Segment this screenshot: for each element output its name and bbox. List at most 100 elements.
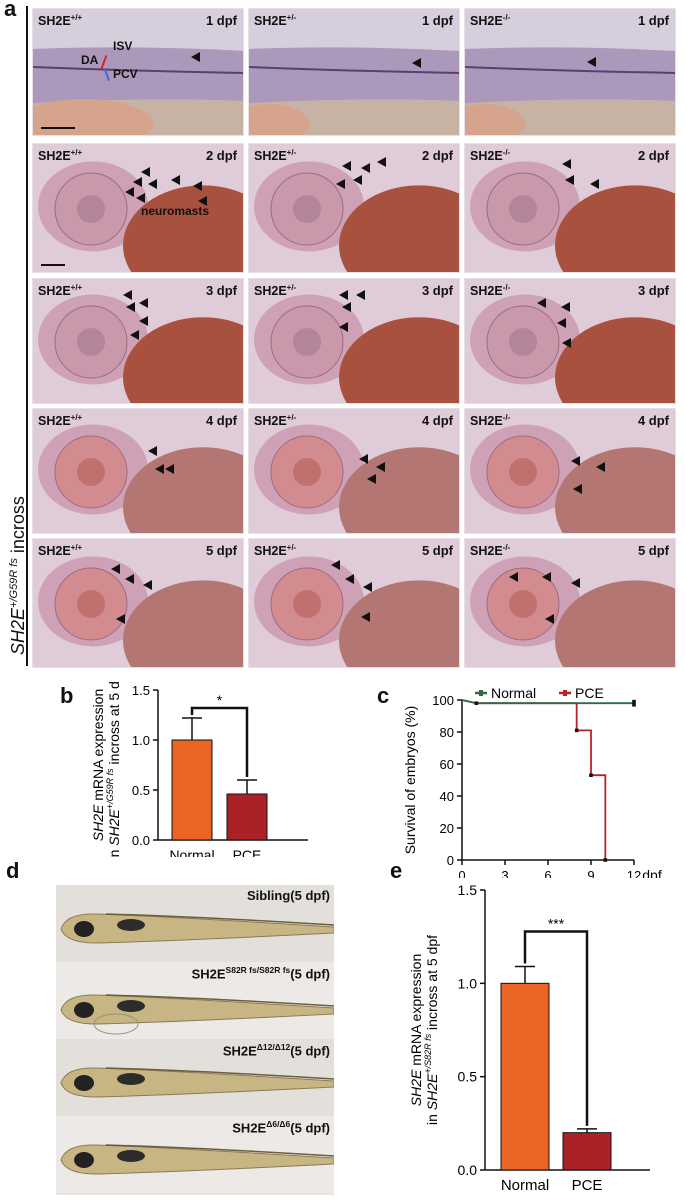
y-tick-label: 0.0 (132, 833, 150, 848)
arrowhead-icon (111, 564, 120, 574)
y-axis-label-line1: SH2E mRNA expression (408, 954, 424, 1107)
larva-strip-sibling: Sibling(5 dpf) (56, 885, 334, 962)
arrowhead-icon (361, 612, 370, 622)
lens-shape (293, 195, 321, 223)
edema-shape (93, 1013, 139, 1035)
arrowhead-icon (139, 298, 148, 308)
arrowhead-icon (339, 322, 348, 332)
larva-genotype-stage: (5 dpf) (290, 966, 330, 982)
y-tick-label: 40 (440, 789, 454, 804)
series-line-pce (461, 699, 607, 860)
stage-label: 5 dpf (637, 543, 669, 558)
trunk-shape (465, 47, 675, 105)
dorsal-line (105, 913, 334, 926)
arrowhead-icon (148, 179, 157, 189)
arrowhead-icon (412, 58, 421, 68)
scale-bar (41, 127, 75, 129)
genotype-allele: -/- (502, 543, 511, 552)
y-axis-label-allele: +/S82R fs (423, 1033, 433, 1073)
genotype-allele: +/+ (70, 148, 83, 157)
larva-drawing (56, 885, 334, 962)
x-tick-label: 6 (544, 868, 551, 878)
ish-embryo-drawing (249, 539, 459, 667)
arrowhead-icon (123, 290, 132, 300)
arrowhead-icon (363, 582, 372, 592)
arrowhead-icon (377, 157, 386, 167)
arrowhead-icon (376, 462, 385, 472)
ish-embryo-drawing (249, 144, 459, 272)
ish-image-r1-c2: SH2E+/- 1 dpf (248, 8, 460, 136)
arrowhead-icon (116, 614, 125, 624)
larva-genotype-gene: SH2E (222, 1043, 257, 1059)
isv-label: ISV (113, 39, 133, 53)
censor-mark (574, 728, 579, 733)
yolk-sac-shape (339, 317, 459, 403)
arrowhead-icon (565, 175, 574, 185)
larva-genotype-label: SH2EΔ6/Δ6(5 dpf) (232, 1119, 330, 1135)
genotype-label: SH2E+/+ (38, 148, 82, 163)
genotype-allele: -/- (502, 283, 511, 292)
x-tick-label: 0 (458, 868, 465, 878)
larva-genotype-gene: SH2E (191, 966, 226, 982)
genotype-gene: SH2E (470, 14, 503, 29)
dorsal-line (105, 994, 334, 1007)
arrowhead-icon (125, 574, 134, 584)
ish-embryo-drawing (465, 279, 675, 403)
y-axis-label-gene: SH2E (424, 1073, 440, 1110)
series-line-normal (461, 699, 635, 705)
genotype-label: SH2E-/- (470, 13, 510, 28)
bar (500, 982, 550, 1171)
y-axis-label-gene: SH2E (90, 804, 106, 841)
genotype-allele: +/- (286, 148, 297, 157)
yolk-sac-shape (555, 447, 675, 533)
censor-mark (632, 699, 636, 704)
side-label-gene: SH2E (8, 607, 28, 655)
yolk-sac-shape (123, 317, 243, 403)
y-axis-label-allele: +/G59R fs (105, 768, 115, 809)
x-category-label: PCE (572, 1177, 603, 1194)
chart-b: 0.0 0.5 1.0 1.5 Normal PCE * SH2E mRNA expressi… (90, 682, 308, 857)
arrowhead-icon (342, 302, 351, 312)
scale-bar (41, 264, 65, 266)
arrowhead-icon (342, 161, 351, 171)
genotype-allele: +/+ (70, 413, 83, 422)
side-label-suffix: incross (8, 496, 28, 558)
significance-marker: * (217, 692, 223, 708)
stage-label: 2 dpf (637, 148, 669, 163)
arrowhead-icon (198, 196, 207, 206)
pcv-label: PCV (113, 67, 138, 81)
lens-shape (77, 458, 105, 486)
genotype-allele: -/- (502, 13, 511, 22)
arrowhead-icon (542, 572, 551, 582)
x-tick-label: 9 (587, 868, 594, 878)
bar (226, 793, 268, 841)
ish-image-r4-c2: SH2E+/- 4 dpf (248, 408, 460, 534)
y-tick-label: 100 (432, 693, 454, 708)
larva-drawing (56, 962, 334, 1039)
significance-bracket (523, 930, 589, 1126)
y-tick-label: 0.5 (132, 783, 150, 798)
lens-shape (77, 195, 105, 223)
larva-drawing (56, 1039, 334, 1116)
genotype-gene: SH2E (254, 414, 287, 429)
ish-embryo-drawing (33, 144, 243, 272)
arrowhead-icon (143, 580, 152, 590)
yolk-sac-shape (123, 580, 243, 667)
ish-embryo-drawing (33, 9, 243, 135)
legend-marker (479, 690, 483, 696)
censor-mark (632, 703, 636, 707)
chart-e: 0.0 0.5 1.0 1.5 Normal PCE *** SH2E mRNA expres… (408, 882, 650, 1194)
y-tick-label: 0 (447, 853, 454, 868)
arrowhead-icon (133, 177, 142, 187)
genotype-gene: SH2E (38, 149, 71, 164)
censor-mark (603, 858, 608, 862)
ish-image-r5-c1: SH2E+/+ 5 dpf (32, 538, 244, 668)
arrowhead-icon (509, 572, 518, 582)
x-tick-label: 3 (501, 868, 508, 878)
neuromasts-label: neuromasts (141, 204, 210, 218)
lens-shape (293, 458, 321, 486)
arrowhead-icon (359, 454, 368, 464)
ish-image-r4-c1: SH2E+/+ 4 dpf (32, 408, 244, 534)
lens-shape (509, 590, 537, 618)
ish-embryo-drawing (465, 539, 675, 667)
